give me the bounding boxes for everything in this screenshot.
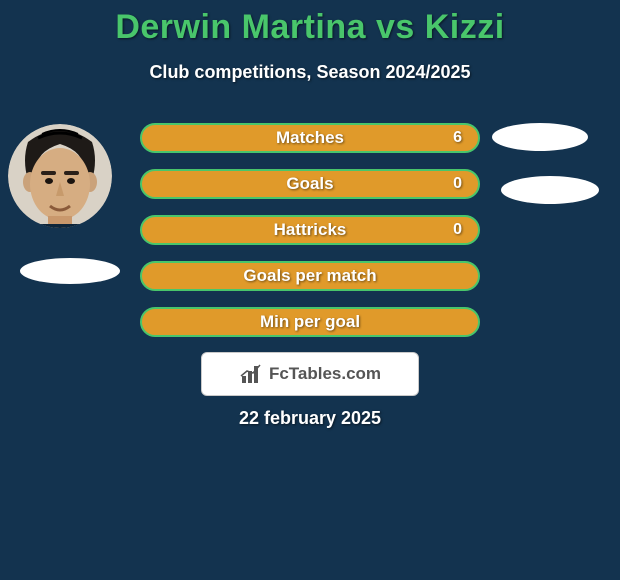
date-text: 22 february 2025 xyxy=(0,408,620,429)
stat-bar: Matches6 xyxy=(140,123,480,153)
stat-bar-label: Min per goal xyxy=(142,312,478,332)
stat-bar-value-right: 6 xyxy=(453,129,462,147)
stat-bar: Min per goal xyxy=(140,307,480,337)
stat-bar-value-right: 0 xyxy=(453,221,462,239)
page-title: Derwin Martina vs Kizzi xyxy=(0,8,620,47)
stat-bar: Hattricks0 xyxy=(140,215,480,245)
right-player-avatar-placeholder xyxy=(492,123,588,151)
stat-bar: Goals0 xyxy=(140,169,480,199)
page-subtitle: Club competitions, Season 2024/2025 xyxy=(0,62,620,83)
bar-chart-icon xyxy=(239,362,263,386)
fctables-logo-text: FcTables.com xyxy=(269,364,381,384)
stat-bar-value-right: 0 xyxy=(453,175,462,193)
stat-bar-label: Hattricks xyxy=(142,220,478,240)
fctables-logo: FcTables.com xyxy=(201,352,419,396)
stat-bar-label: Goals per match xyxy=(142,266,478,286)
stat-bar: Goals per match xyxy=(140,261,480,291)
left-player-avatar xyxy=(8,124,112,228)
left-player-name-placeholder xyxy=(20,258,120,284)
right-player-name-placeholder xyxy=(501,176,599,204)
avatar-image xyxy=(8,124,112,228)
stat-bar-label: Matches xyxy=(142,128,478,148)
stat-bar-label: Goals xyxy=(142,174,478,194)
